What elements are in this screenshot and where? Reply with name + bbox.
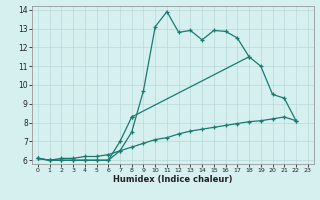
X-axis label: Humidex (Indice chaleur): Humidex (Indice chaleur)	[113, 175, 233, 184]
